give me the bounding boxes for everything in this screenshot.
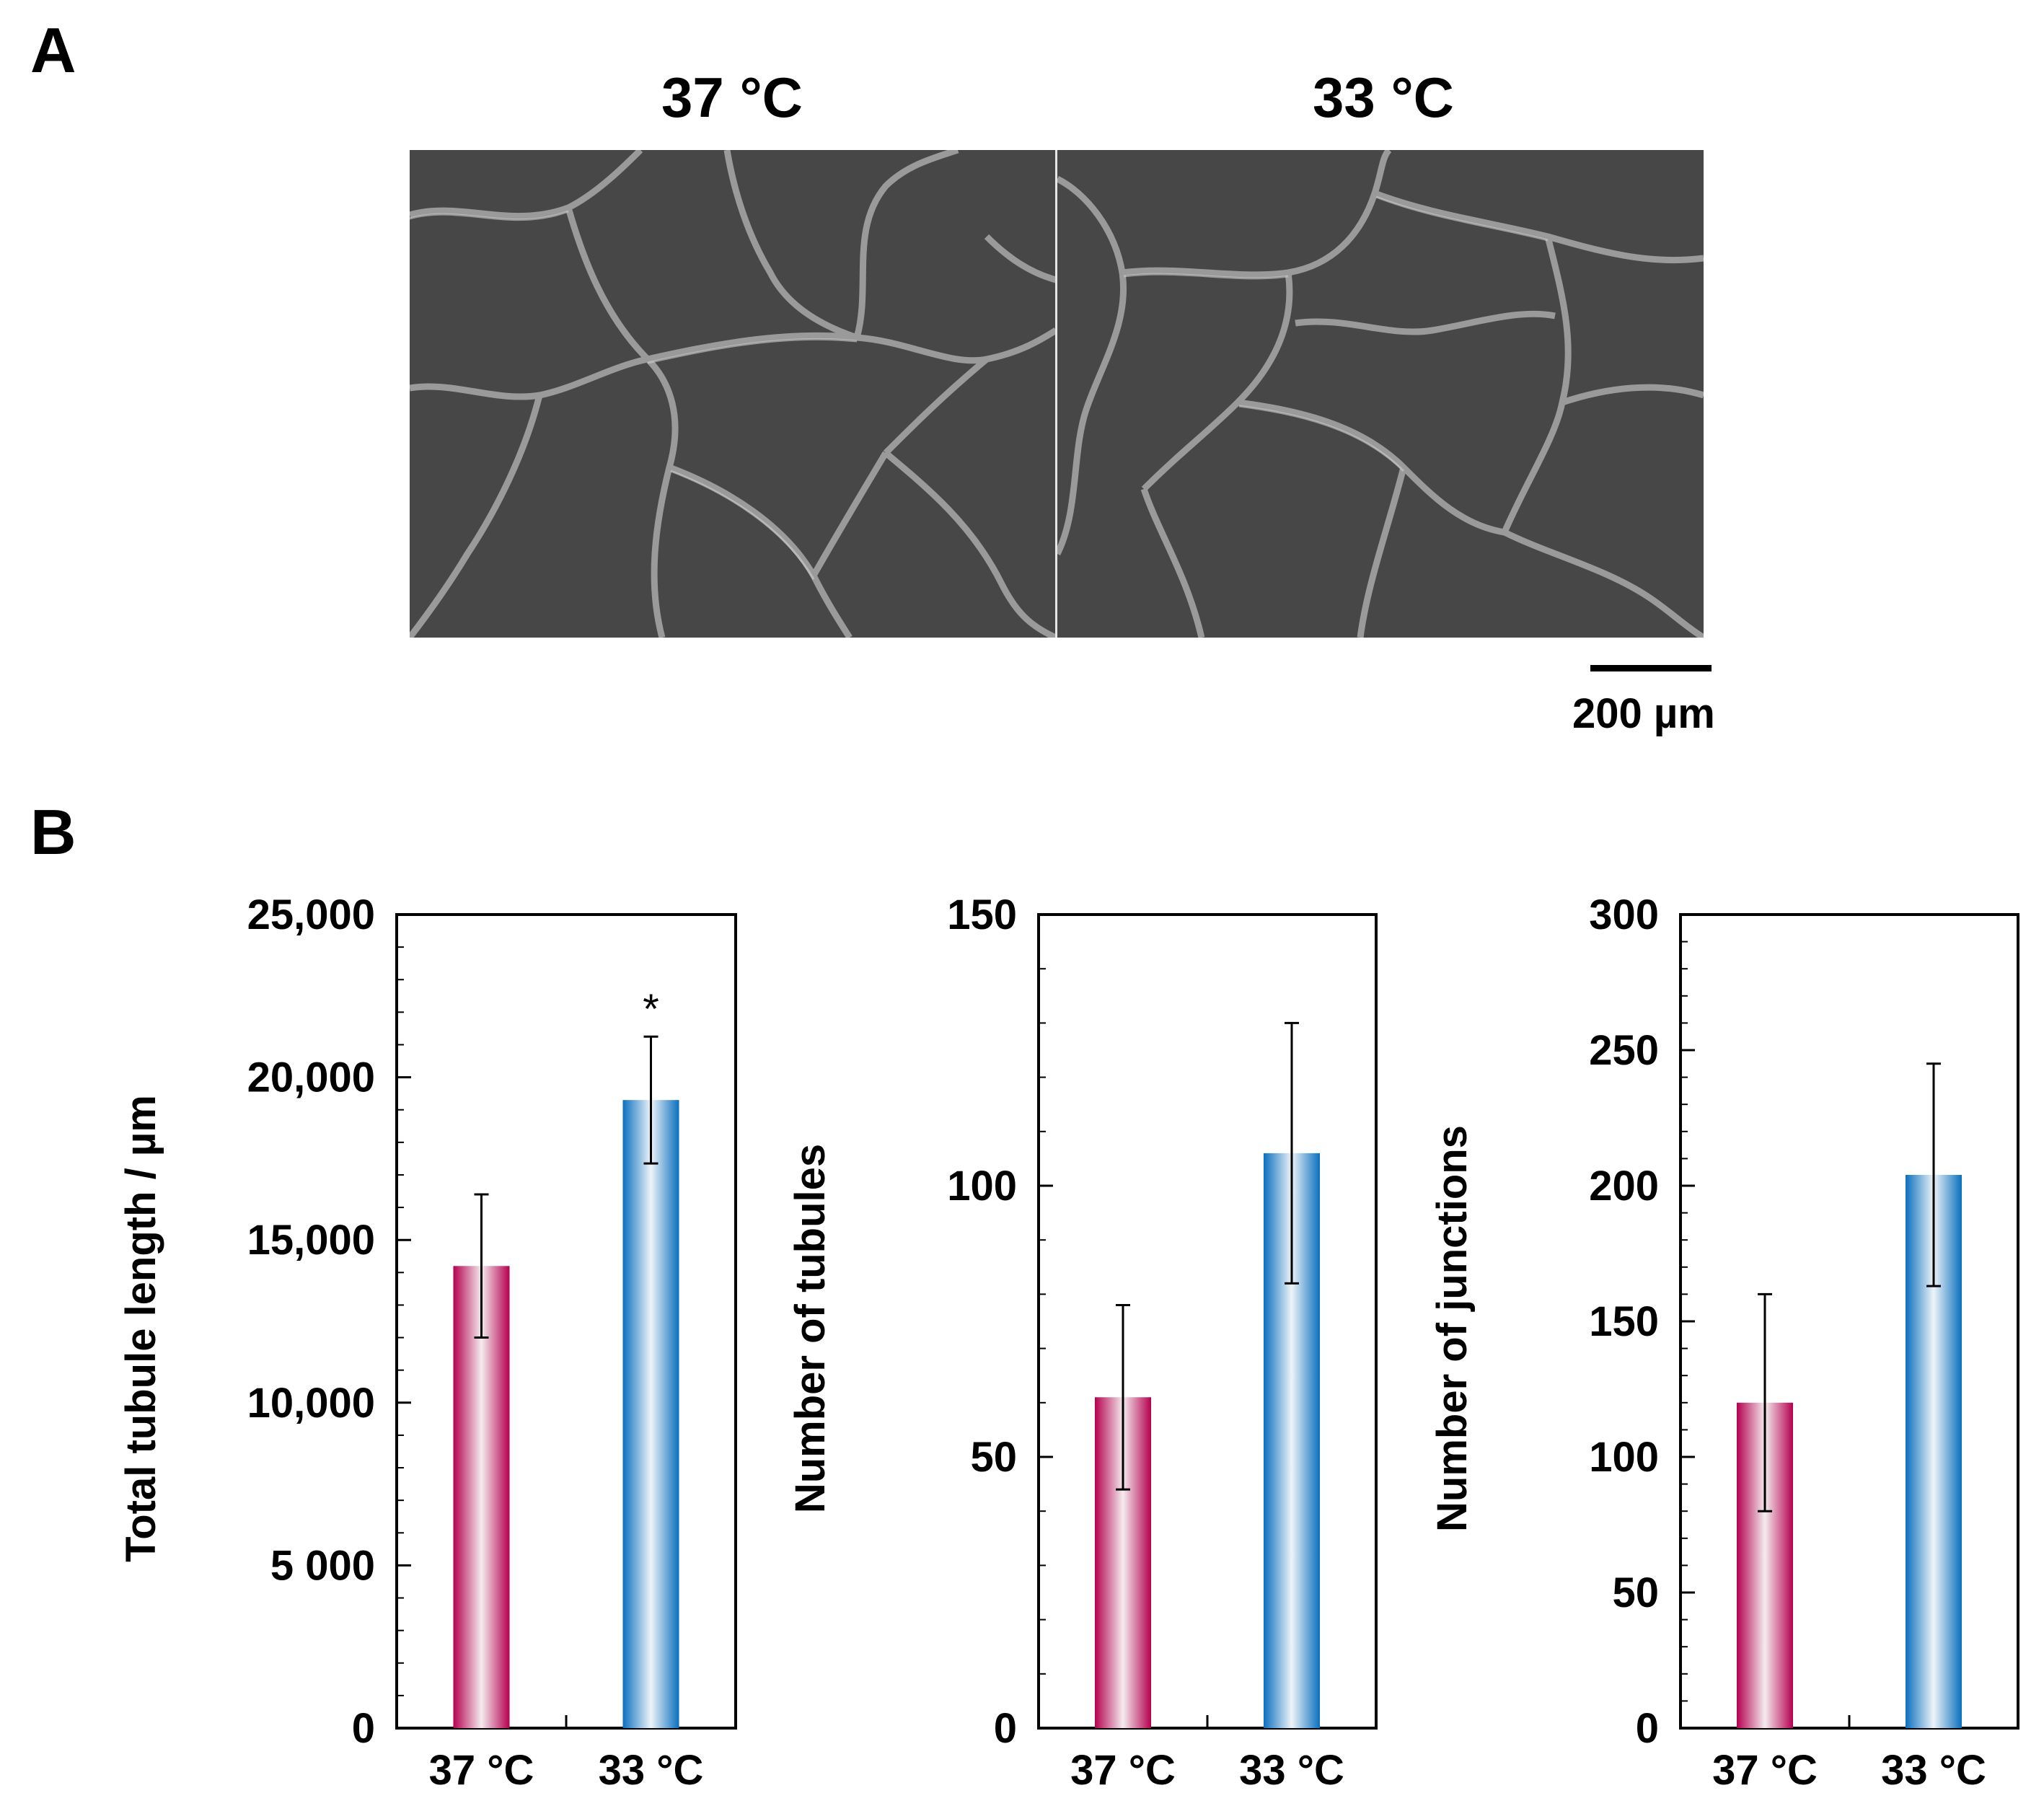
y-tick-label: 150 xyxy=(947,891,1017,938)
y-axis-title: Total tubule length / µm xyxy=(118,1095,164,1562)
micrograph-37 xyxy=(410,150,1056,638)
y-tick-label: 25,000 xyxy=(247,891,375,938)
y-tick-label: 150 xyxy=(1589,1298,1659,1345)
y-tick-label: 100 xyxy=(947,1163,1017,1210)
y-tick-label: 300 xyxy=(1589,891,1659,938)
x-tick-label: 33 °C xyxy=(1239,1747,1344,1794)
panel-b-letter: B xyxy=(30,796,76,868)
y-tick-label: 5 000 xyxy=(270,1542,375,1589)
y-tick-label: 0 xyxy=(994,1705,1017,1752)
chart-frame xyxy=(395,913,737,1730)
y-tick-label: 200 xyxy=(1589,1163,1659,1210)
y-tick-label: 250 xyxy=(1589,1027,1659,1074)
chart-frame xyxy=(1037,913,1378,1730)
y-tick-label: 10,000 xyxy=(247,1380,375,1427)
x-tick-label: 33 °C xyxy=(599,1747,704,1794)
image-divider xyxy=(1055,150,1057,638)
significance-marker: * xyxy=(643,986,659,1033)
y-axis-title: Number of tubules xyxy=(787,1144,834,1513)
chart-3: 0 50 100 150 200 250 300 37 °C 33 °C Number of ju… xyxy=(1429,891,2019,1794)
y-tick-label: 0 xyxy=(352,1705,375,1752)
scale-bar xyxy=(1590,665,1712,671)
panel-a-letter: A xyxy=(30,14,76,86)
y-tick-label: 0 xyxy=(1636,1705,1659,1752)
y-tick-label: 50 xyxy=(1612,1569,1659,1616)
bar-33c xyxy=(622,1100,679,1728)
y-axis-title: Number of junctions xyxy=(1429,1125,1476,1532)
micrograph-33 xyxy=(1057,150,1704,638)
chart-frame xyxy=(1679,913,2019,1730)
x-tick-label: 33 °C xyxy=(1881,1747,1986,1794)
bar-37c xyxy=(453,1266,510,1728)
y-tick-label: 15,000 xyxy=(247,1217,375,1264)
x-tick-label: 37 °C xyxy=(429,1747,534,1794)
chart-2: 0 50 100 150 37 °C 33 °C Number of tubules xyxy=(787,891,1378,1794)
x-tick-label: 37 °C xyxy=(1070,1747,1176,1794)
x-tick-label: 37 °C xyxy=(1712,1747,1818,1794)
y-tick-label: 100 xyxy=(1589,1434,1659,1481)
chart-1: 0 5 000 10,000 15,000 20,000 25,000 37 °C * 33 °… xyxy=(118,891,737,1794)
y-tick-label: 20,000 xyxy=(247,1054,375,1101)
image-label-37: 37 °C xyxy=(661,66,803,129)
image-label-33: 33 °C xyxy=(1313,66,1454,129)
scale-bar-label: 200 µm xyxy=(1572,690,1715,737)
y-tick-label: 50 xyxy=(970,1434,1017,1481)
